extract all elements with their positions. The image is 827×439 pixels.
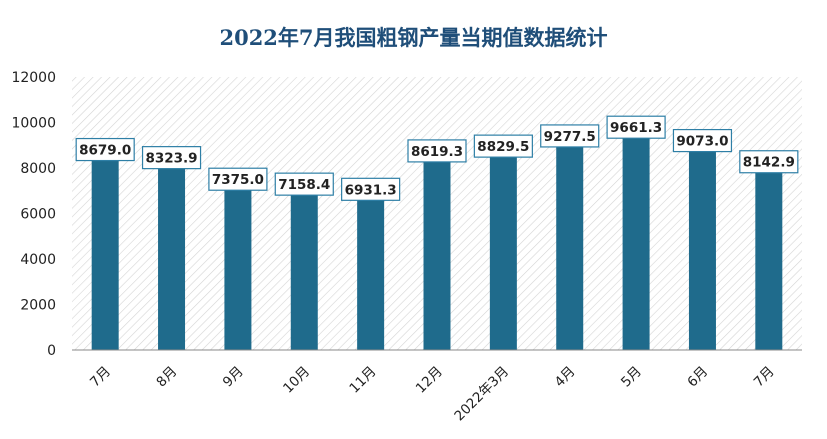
x-tick-label: 2022年3月 bbox=[451, 364, 512, 425]
value-label: 9277.5 bbox=[544, 129, 596, 145]
x-tick-label: 12月 bbox=[413, 364, 446, 397]
y-tick-label: 0 bbox=[47, 343, 56, 359]
value-label: 8323.9 bbox=[145, 151, 197, 167]
value-label-box bbox=[341, 177, 401, 201]
bar bbox=[357, 192, 385, 350]
y-tick-label: 6000 bbox=[20, 207, 56, 223]
y-tick-label: 4000 bbox=[20, 252, 56, 268]
y-tick-label: 10000 bbox=[11, 116, 56, 132]
x-tick-label: 5月 bbox=[618, 364, 645, 391]
bar bbox=[556, 138, 584, 350]
value-label: 9073.0 bbox=[676, 134, 728, 150]
value-label-box bbox=[208, 167, 268, 191]
y-tick-label: 2000 bbox=[20, 298, 56, 314]
x-tick-label: 4月 bbox=[552, 364, 579, 391]
value-label-box bbox=[141, 146, 202, 170]
x-tick-label: 7月 bbox=[87, 364, 114, 391]
value-label: 8619.3 bbox=[411, 144, 463, 160]
value-label-box bbox=[739, 150, 799, 174]
value-label-box bbox=[540, 124, 600, 148]
bar bbox=[290, 187, 318, 350]
x-tick-label: 10月 bbox=[280, 364, 313, 397]
bar bbox=[489, 149, 517, 350]
bar bbox=[224, 182, 252, 350]
value-label: 6931.3 bbox=[345, 182, 397, 198]
x-tick-label: 9月 bbox=[220, 364, 247, 391]
value-label: 7375.0 bbox=[212, 172, 264, 188]
value-label: 8829.5 bbox=[477, 139, 529, 155]
value-label-box bbox=[407, 139, 467, 163]
x-axis: 7月 8月 9月 10月 11月 12月 2022年3月 4月 5月 6月 7月 bbox=[72, 349, 802, 425]
value-label-box bbox=[473, 134, 533, 158]
bars bbox=[91, 130, 783, 350]
value-label: 8142.9 bbox=[743, 155, 795, 171]
y-tick-label: 12000 bbox=[11, 70, 56, 86]
bar bbox=[755, 164, 783, 350]
bar bbox=[158, 160, 186, 350]
value-label: 9661.3 bbox=[610, 120, 662, 136]
value-label: 8679.0 bbox=[79, 143, 131, 159]
value-label-box bbox=[75, 137, 135, 162]
value-label-box bbox=[672, 128, 733, 153]
value-label: 7158.4 bbox=[278, 177, 330, 193]
y-axis: 0 2000 4000 6000 8000 10000 12000 bbox=[11, 70, 56, 359]
y-tick-label: 8000 bbox=[20, 161, 56, 177]
bar bbox=[91, 152, 119, 350]
bar bbox=[423, 153, 451, 350]
x-tick-label: 8月 bbox=[153, 364, 180, 391]
bar bbox=[622, 130, 650, 350]
x-tick-label: 11月 bbox=[346, 364, 379, 397]
bar bbox=[688, 143, 716, 350]
value-label-box bbox=[606, 115, 666, 139]
x-tick-label: 6月 bbox=[684, 364, 711, 391]
value-labels: 8679.0 8323.9 7375.0 7158.4 6931.3 8619.3 8829… bbox=[75, 115, 799, 201]
value-label-box bbox=[274, 172, 334, 196]
chart-title: 2022年7月我国粗钢产量当期值数据统计 bbox=[219, 25, 608, 50]
x-tick-label: 7月 bbox=[751, 364, 778, 391]
